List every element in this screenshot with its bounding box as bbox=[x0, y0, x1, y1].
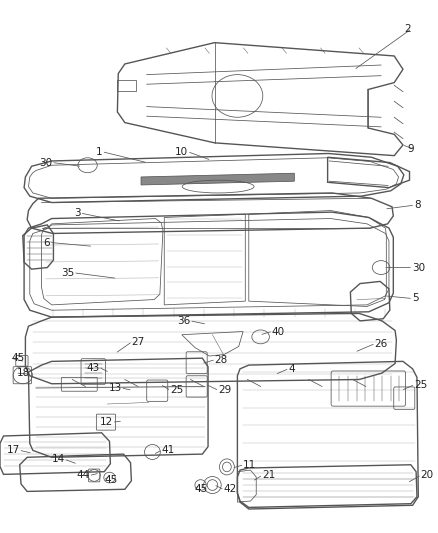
Text: 21: 21 bbox=[262, 471, 275, 480]
Text: 17: 17 bbox=[7, 446, 20, 455]
Text: 29: 29 bbox=[218, 385, 231, 395]
Text: 5: 5 bbox=[412, 294, 418, 303]
Text: 25: 25 bbox=[414, 380, 427, 390]
Text: 45: 45 bbox=[104, 475, 117, 484]
Text: 40: 40 bbox=[272, 327, 285, 336]
Text: 41: 41 bbox=[161, 446, 174, 455]
Text: 26: 26 bbox=[374, 339, 388, 349]
Text: 8: 8 bbox=[414, 200, 420, 210]
Text: 43: 43 bbox=[87, 363, 100, 373]
Text: 9: 9 bbox=[407, 144, 414, 154]
Text: 18: 18 bbox=[17, 368, 30, 378]
Text: 42: 42 bbox=[223, 484, 237, 494]
Text: 2: 2 bbox=[404, 25, 411, 34]
Text: 12: 12 bbox=[100, 417, 113, 427]
Text: 30: 30 bbox=[39, 158, 53, 167]
Text: 4: 4 bbox=[288, 364, 295, 374]
Text: 11: 11 bbox=[243, 460, 256, 470]
Text: 25: 25 bbox=[170, 385, 183, 395]
Text: 3: 3 bbox=[74, 208, 81, 218]
Text: 45: 45 bbox=[11, 353, 24, 363]
Text: 27: 27 bbox=[131, 337, 145, 347]
Text: 36: 36 bbox=[177, 316, 191, 326]
Text: 1: 1 bbox=[96, 147, 103, 157]
Text: 13: 13 bbox=[109, 383, 122, 393]
Text: 14: 14 bbox=[52, 455, 65, 464]
Text: 10: 10 bbox=[175, 147, 188, 157]
Text: 44: 44 bbox=[77, 471, 90, 480]
Text: 20: 20 bbox=[420, 471, 434, 480]
Text: 30: 30 bbox=[412, 263, 425, 272]
Text: 6: 6 bbox=[44, 238, 50, 247]
Text: 35: 35 bbox=[61, 268, 74, 278]
Polygon shape bbox=[141, 173, 294, 185]
Text: 28: 28 bbox=[215, 355, 228, 365]
Text: 45: 45 bbox=[195, 484, 208, 494]
